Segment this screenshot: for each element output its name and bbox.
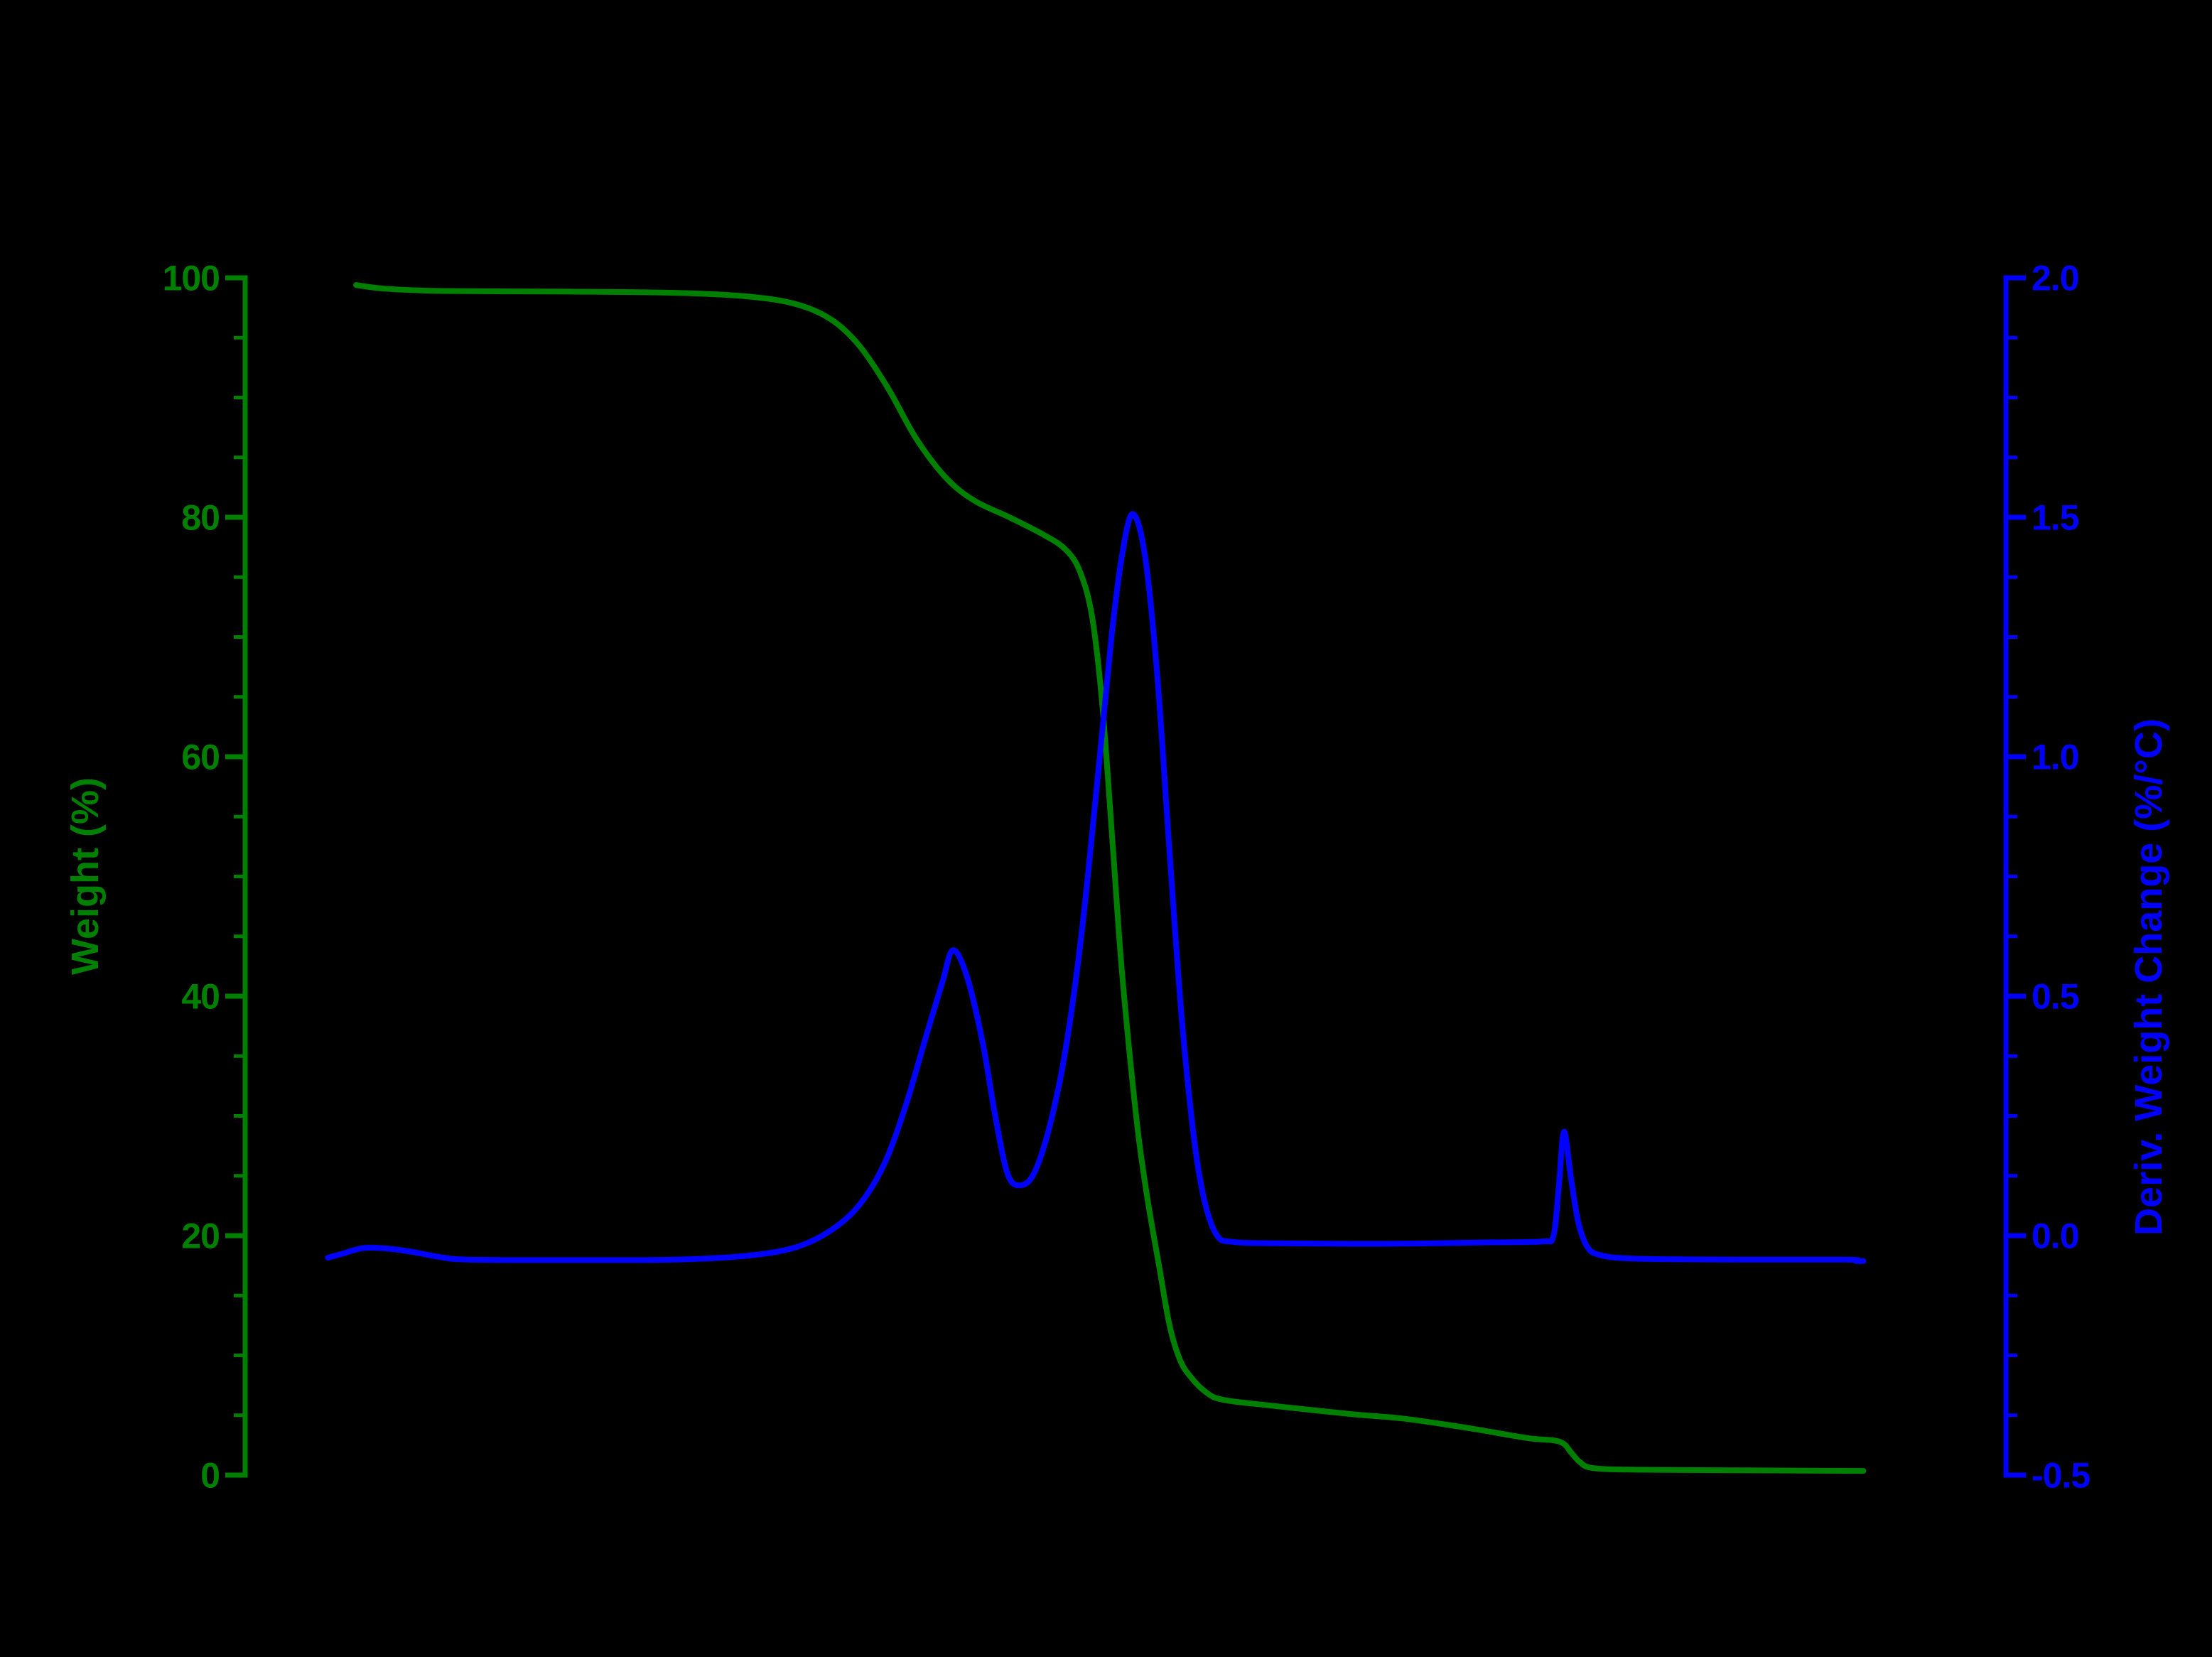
right-axis: -0.5 0.0 0.5 1.0 1.5 2.0 (2003, 259, 2090, 1496)
right-axis-title: Deriv. Weight Change (%/°C) (2127, 718, 2170, 1236)
weight-curve (353, 282, 1867, 1474)
left-axis: 0 20 40 60 80 100 (163, 259, 248, 1496)
right-axis-tick-label: 0.0 (2032, 1216, 2079, 1256)
deriv-weight-curve (325, 511, 1867, 1264)
left-axis-tick-label: 20 (181, 1216, 220, 1256)
right-axis-tick-label: 2.0 (2032, 259, 2079, 298)
right-axis-tick-label: 0.5 (2032, 977, 2079, 1017)
left-axis-tick-label: 0 (200, 1456, 220, 1496)
right-axis-tick-label: 1.0 (2032, 738, 2079, 777)
left-axis-tick-label: 80 (181, 498, 220, 538)
curve-layer (325, 282, 1867, 1474)
left-axis-tick-label: 40 (181, 977, 220, 1017)
left-axis-tick-label: 100 (163, 259, 220, 298)
left-axis-tick-label: 60 (181, 738, 220, 777)
right-axis-tick-label: 1.5 (2032, 498, 2079, 538)
right-axis-tick-label: -0.5 (2032, 1456, 2090, 1496)
left-axis-title: Weight (%) (64, 777, 107, 975)
